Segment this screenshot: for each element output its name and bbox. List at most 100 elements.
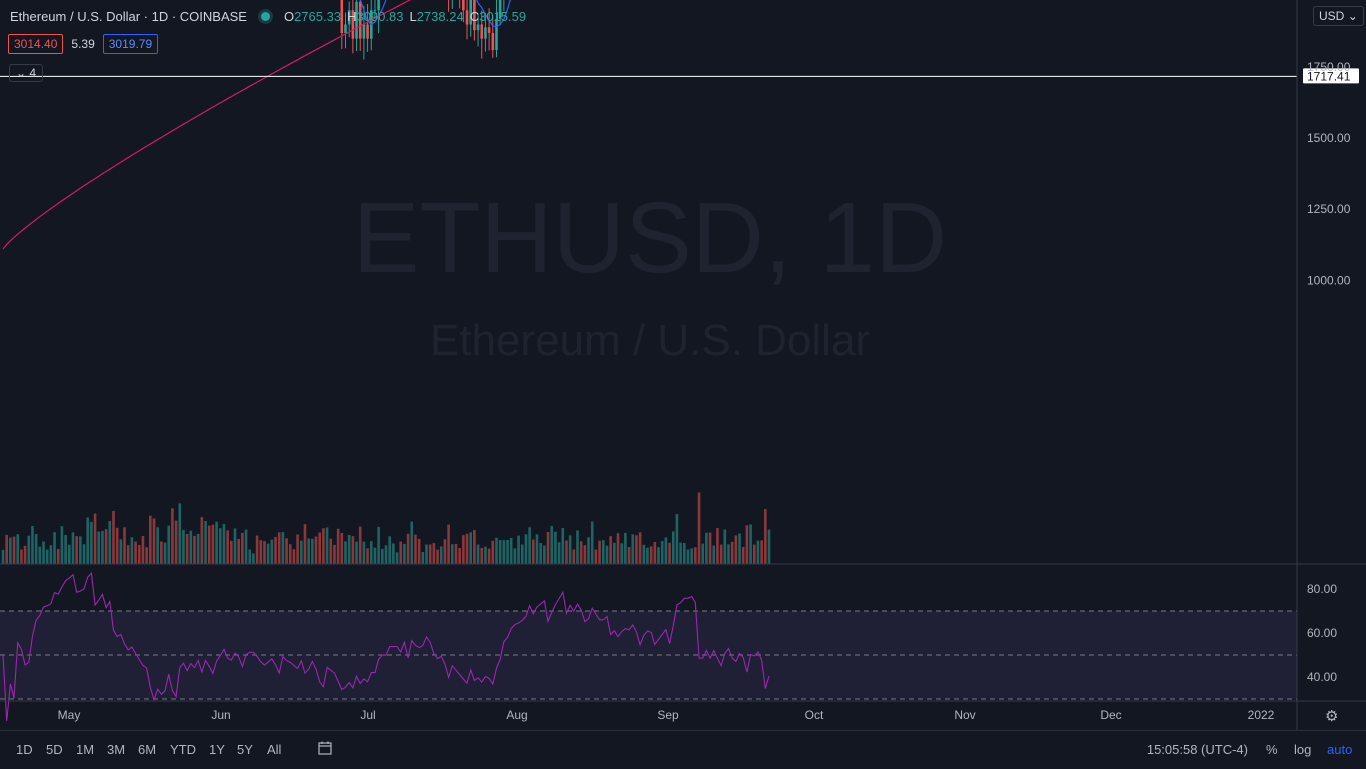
candle-body xyxy=(355,1,358,39)
volume-bar xyxy=(104,529,108,564)
range-all[interactable]: All xyxy=(267,742,282,757)
volume-bar xyxy=(539,542,542,564)
candle-body xyxy=(484,27,487,39)
volume-bar xyxy=(204,520,207,564)
volume-bar xyxy=(31,525,34,564)
volume-bar xyxy=(12,536,16,564)
volume-bar xyxy=(64,534,67,564)
volume-bar xyxy=(388,536,391,564)
close-value: 3015.59 xyxy=(479,9,527,24)
open-value: 2765.33 xyxy=(294,9,342,24)
y-tick-label: 1750.00 xyxy=(1307,60,1351,74)
y-tick-label: 1250.00 xyxy=(1307,202,1351,216)
volume-bar xyxy=(381,548,384,564)
volume-bar xyxy=(465,533,469,564)
volume-bar xyxy=(207,525,211,564)
volume-bar xyxy=(532,539,535,564)
volume-bar xyxy=(546,531,550,564)
x-tick-label: 2022 xyxy=(1248,708,1275,722)
volume-bar xyxy=(126,545,130,564)
volume-bar xyxy=(712,545,716,564)
volume-bar xyxy=(347,534,351,564)
candle-body xyxy=(480,24,484,39)
range-5y[interactable]: 5Y xyxy=(237,742,253,757)
x-tick-label: May xyxy=(58,708,81,722)
volume-bar xyxy=(664,537,668,564)
volume-bar xyxy=(583,545,587,564)
open-label: O xyxy=(283,9,295,24)
volume-bar xyxy=(767,529,771,564)
volume-bar xyxy=(760,540,763,564)
volume-bar xyxy=(200,517,204,564)
volume-bar xyxy=(528,527,531,564)
range-6m[interactable]: 6M xyxy=(138,742,157,757)
symbol-title[interactable]: Ethereum / U.S. Dollar · 1D · COINBASE xyxy=(10,9,247,24)
level-label: 1717.41 xyxy=(1307,69,1351,83)
volume-bar xyxy=(392,543,395,564)
volume-bar xyxy=(439,546,443,564)
volume-bar xyxy=(42,541,45,564)
volume-bar xyxy=(509,537,513,564)
volume-bar xyxy=(723,529,727,564)
volume-bar xyxy=(679,542,682,564)
volume-bar xyxy=(403,543,406,564)
buy-button[interactable]: 3019.79 xyxy=(102,34,159,54)
percent-toggle[interactable]: % xyxy=(1266,742,1278,757)
volume-bar xyxy=(454,543,458,564)
volume-bar xyxy=(565,540,568,564)
clock-time[interactable]: 15:05:58 (UTC-4) xyxy=(1146,742,1248,757)
volume-bar xyxy=(716,528,719,564)
volume-bar xyxy=(730,541,734,564)
range-1m[interactable]: 1M xyxy=(76,742,95,757)
volume-bar xyxy=(119,539,123,564)
volume-bar xyxy=(314,536,318,564)
volume-bar xyxy=(23,545,27,564)
volume-bar xyxy=(333,544,336,564)
volume-bar xyxy=(178,503,182,564)
horizontal-levels[interactable]: 4384.433949.453610.913240.012890.002609.… xyxy=(0,0,1361,84)
candle-body xyxy=(473,0,476,31)
rsi-tick-label: 40.00 xyxy=(1307,670,1337,684)
volume-bar xyxy=(598,540,601,564)
volume-bar xyxy=(697,492,701,564)
range-1d[interactable]: 1D xyxy=(16,742,33,757)
volume-bar xyxy=(9,537,12,564)
volume-bar xyxy=(123,527,126,564)
volume-bar xyxy=(171,508,174,564)
volume-bar xyxy=(616,533,620,564)
volume-bar xyxy=(281,532,285,564)
volume-bar xyxy=(259,540,263,564)
log-toggle[interactable]: log xyxy=(1294,742,1312,757)
volume-bar xyxy=(443,539,447,564)
volume-bar xyxy=(395,552,399,564)
date-range-calendar-icon[interactable] xyxy=(318,741,332,755)
range-3m[interactable]: 3M xyxy=(107,742,126,757)
volume-bar xyxy=(101,530,104,564)
volume-bar xyxy=(624,532,627,564)
volume-bar xyxy=(182,529,185,564)
auto-scale-toggle[interactable]: auto xyxy=(1327,742,1353,757)
volume-bar xyxy=(263,541,266,564)
volume-bar xyxy=(601,540,605,564)
volume-bar xyxy=(741,546,745,564)
rsi-tick-label: 80.00 xyxy=(1307,582,1337,596)
volume-bars xyxy=(1,492,771,564)
range-1y[interactable]: 1Y xyxy=(209,742,225,757)
volume-bar xyxy=(660,541,664,564)
settings-gear-icon[interactable]: ⚙ xyxy=(1325,708,1339,725)
range-5d[interactable]: 5D xyxy=(46,742,63,757)
watermark: ETHUSD, 1D Ethereum / U.S. Dollar xyxy=(353,182,948,365)
volume-bar xyxy=(668,542,671,564)
volume-bar xyxy=(344,541,347,564)
candle-body xyxy=(340,0,344,33)
volume-bar xyxy=(749,524,752,564)
indicators-collapse-button[interactable]: ⌄ 4 xyxy=(9,64,44,82)
volume-bar xyxy=(288,544,292,564)
volume-bar xyxy=(690,548,693,564)
currency-select[interactable]: USD ⌄ xyxy=(1313,6,1364,26)
range-ytd[interactable]: YTD xyxy=(170,742,196,757)
volume-bar xyxy=(156,527,159,564)
sell-button[interactable]: 3014.40 xyxy=(8,34,64,54)
volume-bar xyxy=(576,530,579,564)
